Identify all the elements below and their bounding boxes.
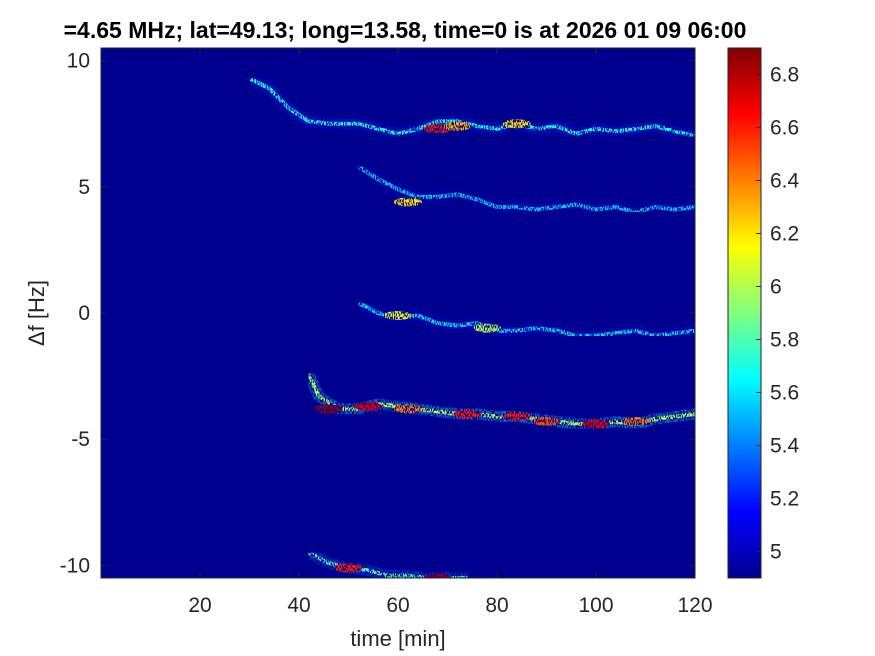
trace-4-peak-5 [502,412,531,421]
colorbar-tick-label: 6.8 [770,64,799,87]
colorbar-ticks: 5 5.2 5.4 5.6 5.8 6 6.2 6.4 6.6 6.8 [756,64,800,564]
colorbar [727,47,762,579]
colorbar-tick-label: 5 [770,541,782,564]
chart-title: =4.65 MHz; lat=49.13; long=13.58, time=0… [64,17,747,43]
y-tick-label: 0 [78,302,90,325]
colorbar-tick-label: 6.6 [770,117,799,140]
trace-4-peak-3 [393,404,422,414]
trace-2 [352,161,695,218]
trace-3 [352,297,695,342]
colorbar-tick-label: 6.2 [770,223,799,246]
trace-1-peak-2 [443,121,472,131]
trace-4-peak-7 [582,419,610,429]
trace-4-peak-4 [453,409,482,419]
trace-line [306,550,470,578]
trace-2-peak-1 [393,197,422,207]
trace-1-peak-3 [502,119,531,129]
trace-3-peak-2 [473,323,502,333]
trace-4-peak-6 [532,417,561,426]
x-tick-label: 100 [578,594,613,617]
x-tick-label: 40 [287,594,310,617]
colorbar-tick-label: 5.6 [770,382,799,405]
trace-line [247,76,695,139]
trace-4-peak-2 [354,401,383,411]
colorbar-tick-label: 5.2 [770,488,799,511]
x-tick-label: 80 [485,594,508,617]
y-axis-ticks: -10 -5 0 5 10 [60,50,695,577]
y-tick-label: -10 [60,554,90,577]
trace-4-peak-1 [314,404,343,414]
y-tick-label: -5 [71,428,90,451]
trace-5-peak-2 [423,573,452,578]
trace-4 [303,368,695,430]
trace-1 [244,72,695,142]
colorbar-tick-label: 5.4 [770,435,800,458]
x-axis-label: time [min] [350,626,445,651]
trace-3-peak-1 [384,311,412,320]
y-tick-label: 5 [78,176,90,199]
trace-5 [303,547,473,578]
spectrogram-traces [244,72,695,578]
trace-line [356,164,695,214]
trace-5-peak-1 [334,563,363,573]
colorbar-tick-label: 6 [770,276,782,299]
trace-4-peak-8 [621,417,650,426]
trace-line [356,300,695,338]
y-tick-label: 10 [67,50,90,73]
x-tick-label: 20 [188,594,211,617]
y-axis-label: Δf [Hz] [24,280,49,346]
x-axis-ticks: 20 40 60 80 100 120 [188,48,713,617]
colorbar-tick-label: 5.8 [770,329,799,352]
x-tick-label: 120 [677,594,712,617]
x-tick-label: 60 [386,594,409,617]
colorbar-tick-label: 6.4 [770,170,800,193]
